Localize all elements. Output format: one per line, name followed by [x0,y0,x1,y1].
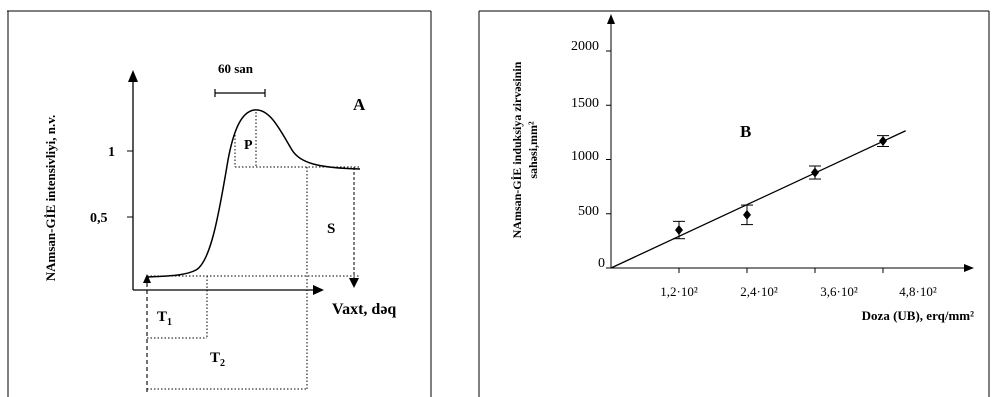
panel-a-t1-sub: 1 [167,317,172,328]
panel-a-start-arrow [143,274,151,283]
panel-a-ytick-1: 1 [108,145,115,160]
panel-a-ytick-0-5: 0,5 [90,211,108,226]
panel-b-xlabel: Doza (UB), erq/mm² [862,308,974,323]
panel-a-guides [147,112,360,390]
panel-a-letter: A [353,95,366,114]
panel-b-ytick-0: 0 [598,256,605,271]
panel-a-xlabel: Vaxt, dəq [332,301,396,318]
panel-a-ylabel: NAmsan-GİE intensivliyi, n.v. [43,115,58,282]
panel-b-data-point [675,225,683,236]
panel-b-y-axis-arrow [607,14,615,24]
panel-a-intensity-curve [146,109,361,278]
panel-a-s-arrow [349,278,359,288]
panel-a-region-p: P [244,138,253,153]
panel-a-y-axis-arrow [128,70,138,82]
panel-b-fit-line [610,130,906,269]
panel-a: 1 0,5 NAmsan-GİE intensivliyi, n.v. Vaxt… [7,10,432,397]
panel-a-t1-label: T1 [157,309,172,328]
panel-b-xtick-3: 3,6·10² [820,284,858,299]
panel-b-data-point [743,209,751,220]
panel-b-ytick-500: 500 [578,204,599,219]
panel-b-ylabel-line1: NAmsan-GİE induksiya zirvəsinin [510,61,524,238]
panel-b-x-axis-arrow [964,264,974,272]
panel-a-t1-main: T [157,309,167,325]
panel-a-x-axis-arrow [313,285,324,295]
panel-a-t2-sub: 2 [220,358,225,369]
panel-b-xtick-1: 1,2·10² [660,284,698,299]
panel-b-ytick-1500: 1500 [571,96,599,111]
panel-a-region-s: S [327,221,335,237]
panel-b-ytick-1000: 1000 [571,149,599,164]
panel-a-interval-label: 60 san [218,61,254,76]
panel-b-xtick-2: 2,4·10² [740,284,778,299]
panel-b-letter: B [740,122,751,141]
panel-b-data-point [879,136,887,147]
panel-b-plot-marks [606,50,906,273]
panel-b-ytick-2000: 2000 [571,39,599,54]
panel-a-t2-main: T [210,350,220,366]
panel-b-ylabel-line2: sahəsi,mm² [526,121,540,179]
panel-b-xtick-4: 4,8·10² [899,284,937,299]
panel-a-t2-label: T2 [210,350,225,369]
panel-b-data-point [811,167,819,178]
panel-b: 2000 1500 1000 500 0 1,2·10² 2,4·10² 3,6… [478,10,990,397]
